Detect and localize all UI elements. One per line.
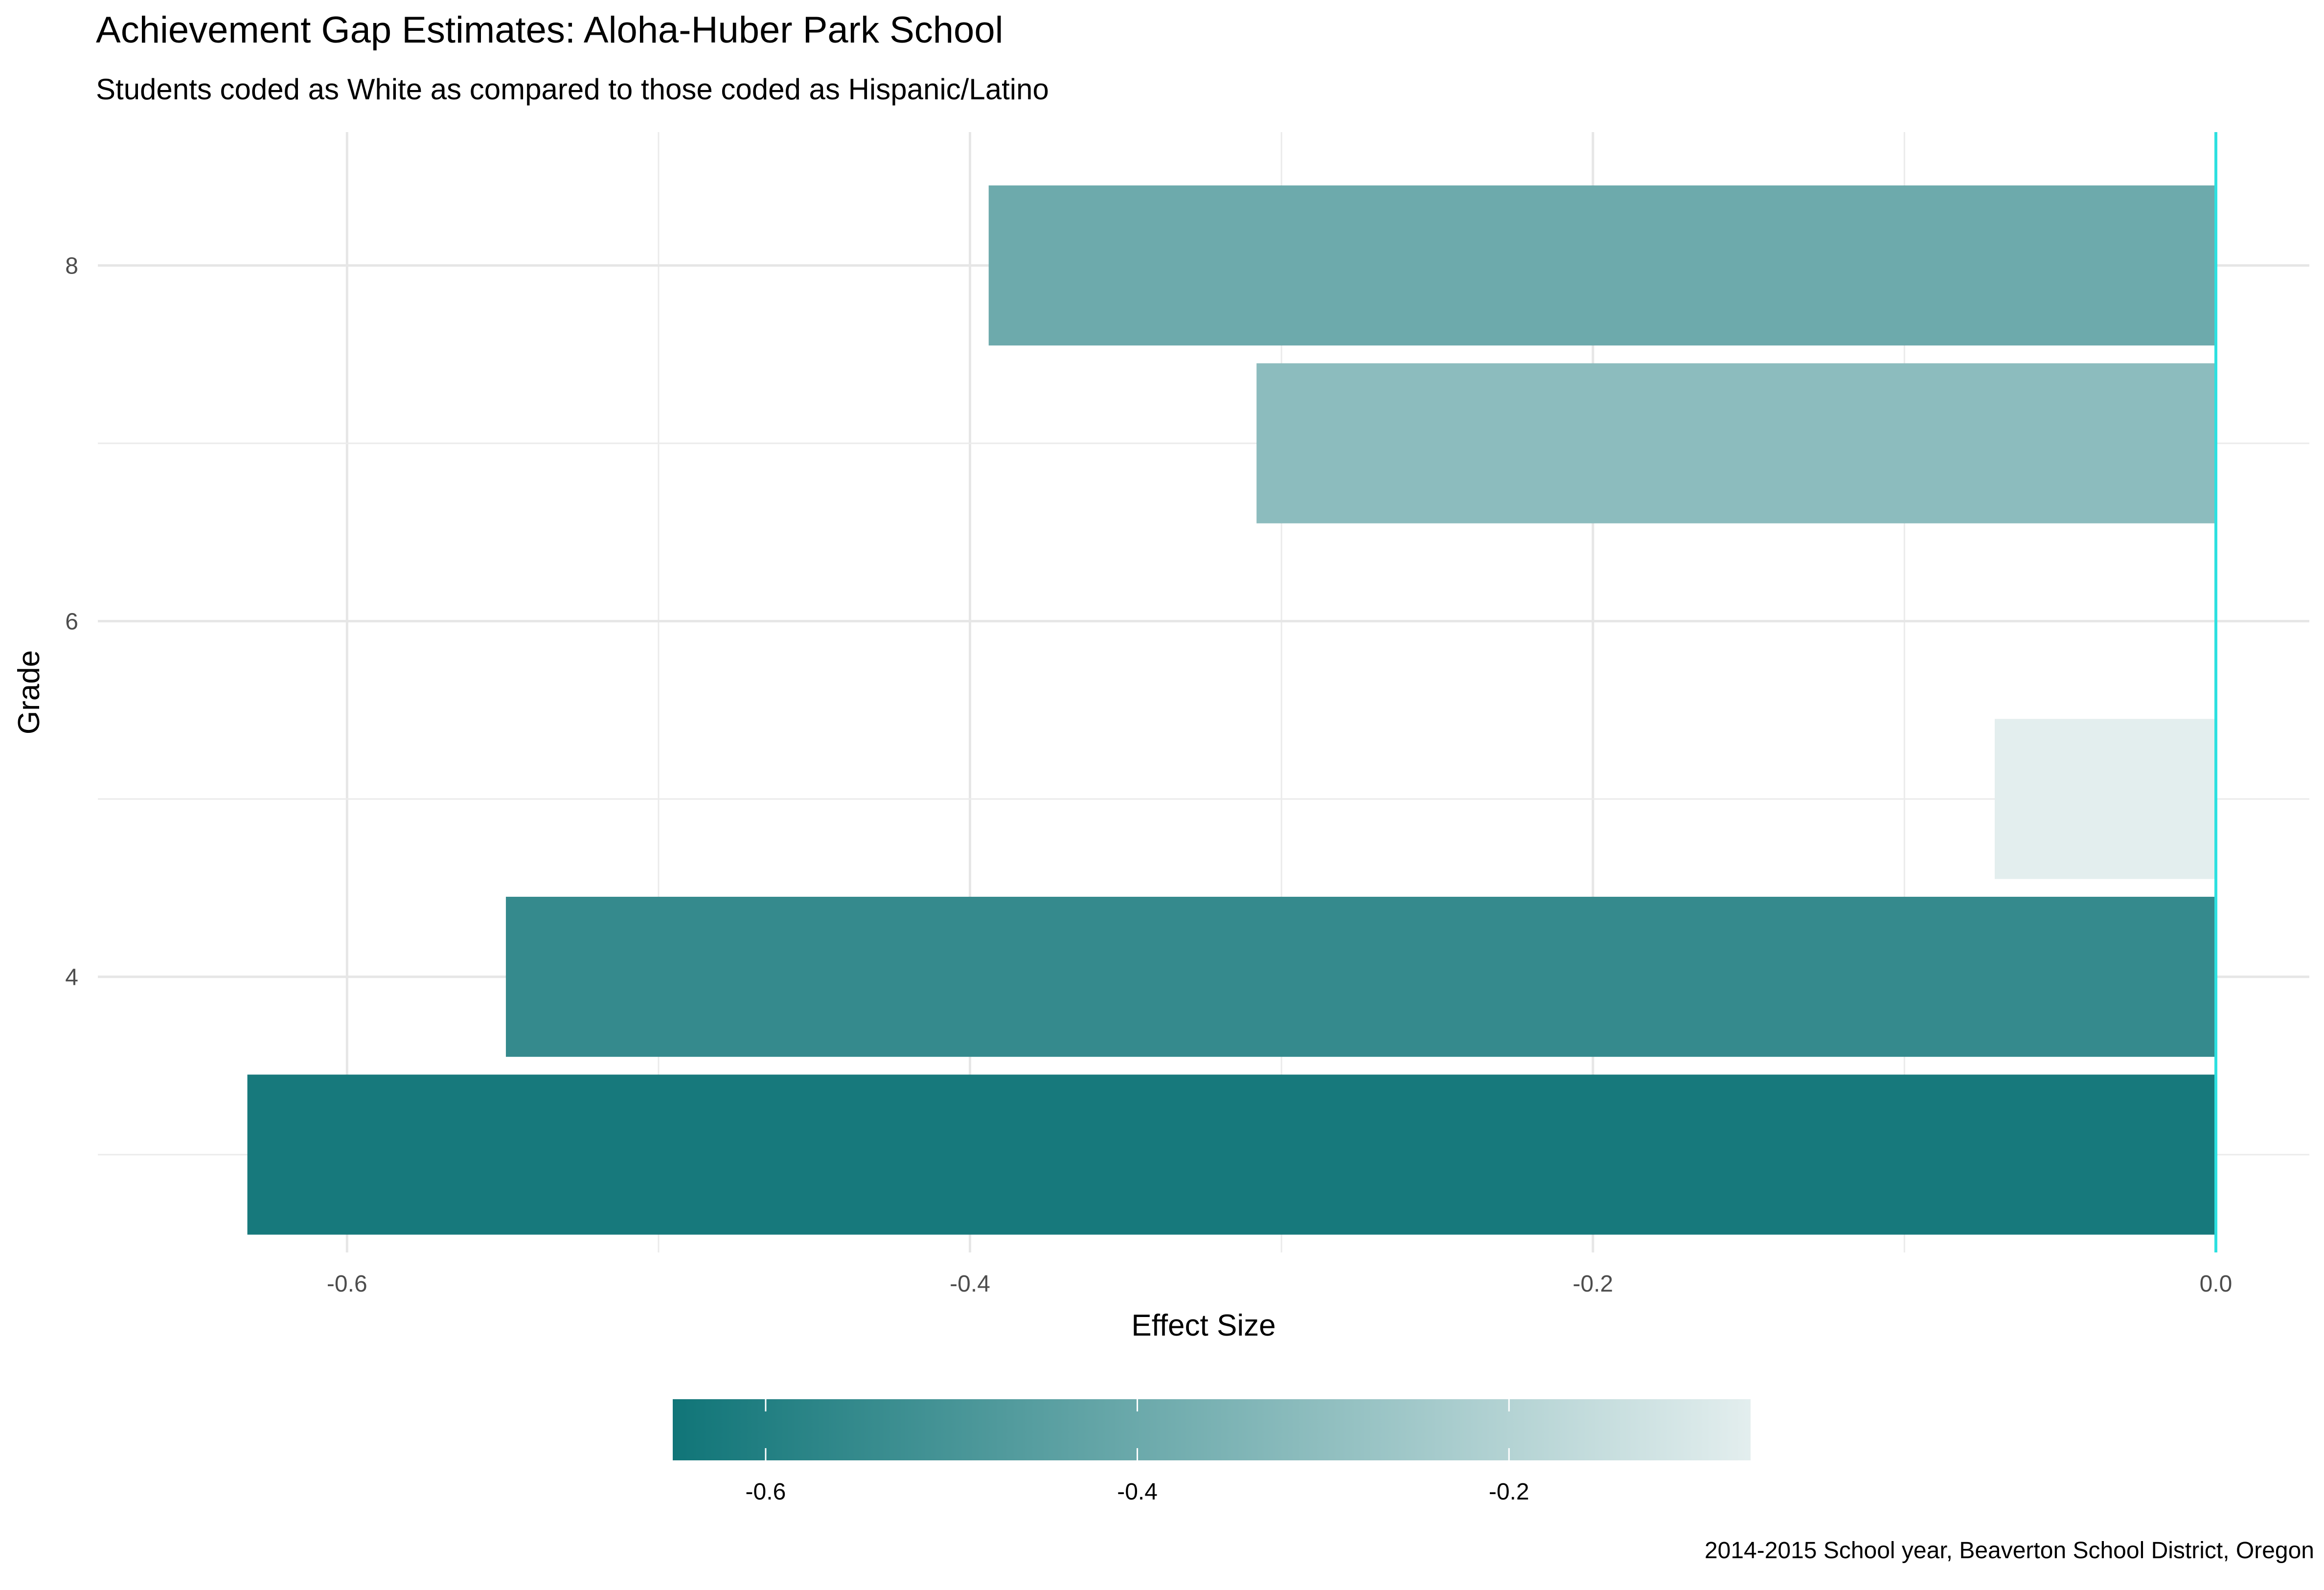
- bar-grade-4: [505, 897, 2216, 1057]
- x-tick-label: -0.6: [327, 1271, 367, 1297]
- bar-grade-3: [247, 1074, 2216, 1235]
- x-axis-ticks: -0.6 -0.4 -0.2 0.0: [327, 1271, 2232, 1297]
- bar-grade-5: [1995, 719, 2216, 879]
- y-axis-title: Grade: [12, 650, 46, 734]
- colorbar-tick-label: -0.4: [1117, 1479, 1158, 1505]
- chart-caption: 2014-2015 School year, Beaverton School …: [1704, 1538, 2314, 1564]
- x-tick-label: -0.2: [1572, 1271, 1613, 1297]
- bars: [247, 185, 2216, 1235]
- y-tick-label: 6: [65, 609, 78, 635]
- y-tick-label: 8: [65, 253, 78, 279]
- y-tick-label: 4: [65, 965, 78, 991]
- chart-subtitle: Students coded as White as compared to t…: [96, 73, 1049, 106]
- color-legend: -0.6 -0.4 -0.2: [673, 1399, 1751, 1505]
- y-axis-ticks: 4 6 8: [65, 253, 78, 991]
- x-axis-title: Effect Size: [1131, 1309, 1276, 1342]
- bar-grade-8: [988, 185, 2216, 346]
- x-tick-label: -0.4: [950, 1271, 990, 1297]
- colorbar-tick-label: -0.2: [1489, 1479, 1529, 1505]
- chart-title: Achievement Gap Estimates: Aloha-Huber P…: [96, 9, 1003, 51]
- colorbar-tick-label: -0.6: [746, 1479, 786, 1505]
- bar-grade-7: [1256, 363, 2216, 523]
- x-tick-label: 0.0: [2200, 1271, 2233, 1297]
- colorbar: [673, 1399, 1751, 1460]
